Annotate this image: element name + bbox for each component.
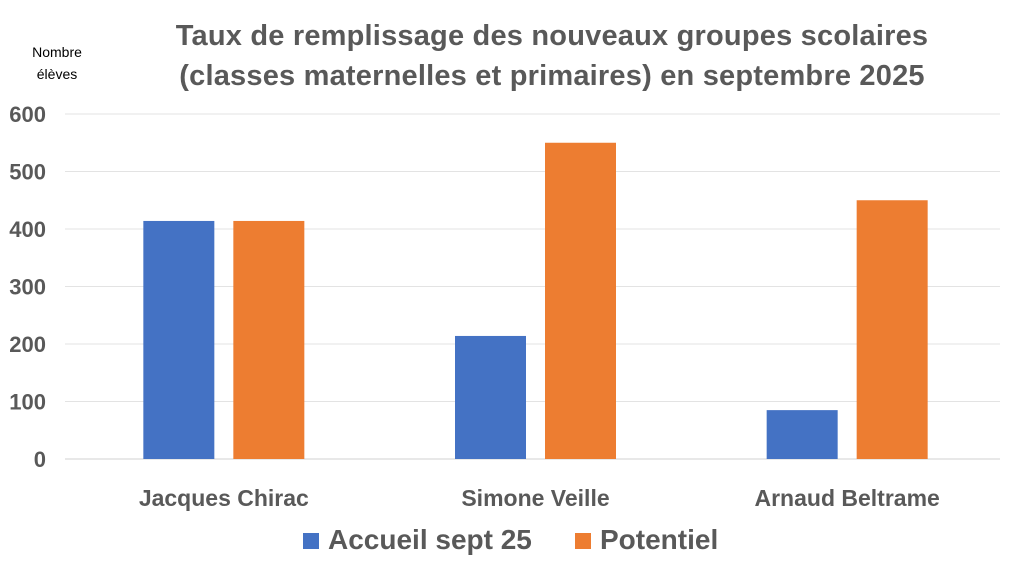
y-tick-label: 600 — [9, 102, 46, 127]
y-tick-label: 300 — [9, 275, 46, 300]
y-tick-label: 0 — [34, 447, 46, 472]
legend-label: Accueil sept 25 — [328, 524, 532, 555]
y-axis-label-line-2: élèves — [36, 66, 78, 82]
y-axis-label-line-1: Nombre — [32, 44, 82, 60]
x-tick-label: Simone Veille — [461, 485, 609, 511]
y-axis-ticks: 0 100 200 300 400 500 600 — [9, 102, 46, 472]
y-tick-label: 500 — [9, 160, 46, 185]
x-tick-label: Jacques Chirac — [139, 485, 309, 511]
legend-label: Potentiel — [600, 524, 718, 555]
bars — [143, 142, 928, 459]
legend: Accueil sept 25 Potentiel — [303, 524, 718, 555]
gridlines — [65, 113, 1000, 460]
y-tick-label: 100 — [9, 390, 46, 415]
chart-title-line-2: (classes maternelles et primaires) en se… — [179, 60, 925, 92]
bar-simone-veille-series-2 — [545, 142, 616, 459]
bar-arnaud-beltrame-series-2 — [856, 200, 928, 459]
bar-arnaud-beltrame-series-1 — [766, 410, 838, 459]
bar-simone-veille-series-1 — [455, 335, 526, 459]
legend-swatch — [303, 533, 319, 549]
bar-jacques-chirac-series-1 — [143, 220, 215, 459]
bar-jacques-chirac-series-2 — [233, 220, 305, 459]
x-axis-ticks: Jacques Chirac Simone Veille Arnaud Beltra… — [139, 485, 940, 511]
x-tick-label: Arnaud Beltrame — [755, 485, 940, 511]
chart-title-line-1: Taux de remplissage des nouveaux groupes… — [175, 20, 929, 52]
y-tick-label: 400 — [9, 217, 46, 242]
legend-swatch — [575, 533, 591, 549]
y-tick-label: 200 — [9, 332, 46, 357]
